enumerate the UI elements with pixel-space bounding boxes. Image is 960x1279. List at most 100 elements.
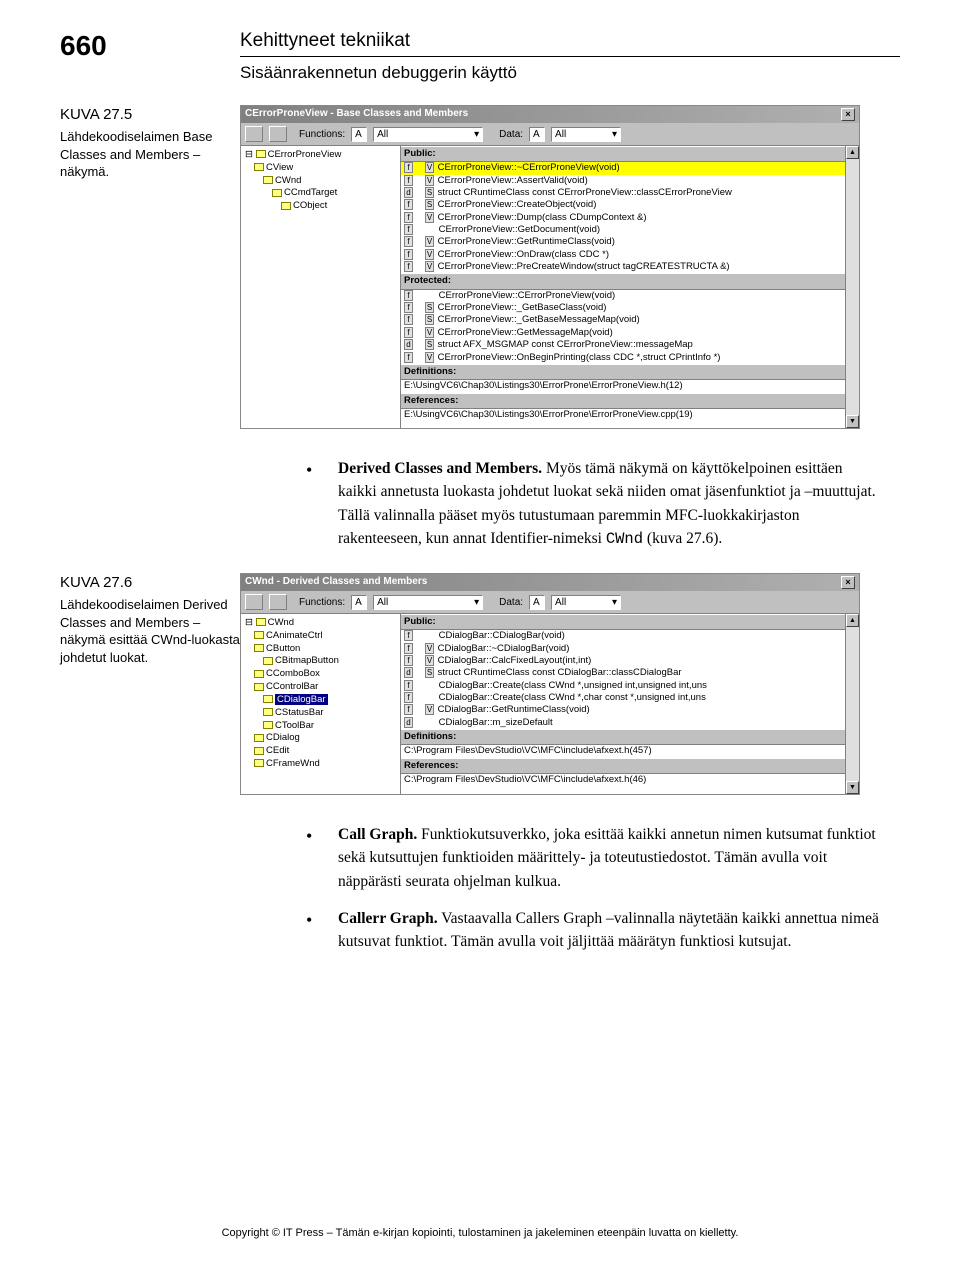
member-row[interactable]: fS CErrorProneView::_GetBaseMessageMap(v…	[401, 314, 845, 326]
close-icon[interactable]: ×	[841, 576, 855, 589]
section-header: References:	[401, 758, 845, 774]
tree-item[interactable]: CWnd	[245, 175, 396, 188]
source-browser-window: CWnd - Derived Classes and Members× Funct…	[240, 573, 860, 795]
member-row[interactable]: dS struct CRuntimeClass const CErrorPron…	[401, 187, 845, 199]
scroll-up-icon[interactable]: ▲	[846, 614, 859, 627]
functions-scope[interactable]: A	[351, 127, 367, 142]
functions-dropdown[interactable]: All ▾	[373, 595, 483, 610]
member-row[interactable]: fV CDialogBar::CalcFixedLayout(int,int)	[401, 655, 845, 667]
tree-item[interactable]: CDialogBar	[245, 694, 396, 707]
tree-item[interactable]: CView	[245, 162, 396, 175]
copyright-footer: Copyright © IT Press – Tämän e-kirjan ko…	[0, 1227, 960, 1239]
figure-text-1: Lähdekoodiselaimen Base Classes and Memb…	[60, 128, 240, 181]
functions-label: Functions:	[299, 597, 345, 608]
member-row[interactable]: fV CDialogBar::GetRuntimeClass(void)	[401, 704, 845, 716]
tree-item[interactable]: CAnimateCtrl	[245, 630, 396, 643]
folder-icon	[254, 631, 264, 639]
member-row[interactable]: f CDialogBar::CDialogBar(void)	[401, 630, 845, 642]
scroll-down-icon[interactable]: ▼	[846, 415, 859, 428]
figure-caption-2: KUVA 27.6 Lähdekoodiselaimen Derived Cla…	[60, 573, 240, 666]
vertical-scrollbar[interactable]: ▲▼	[845, 614, 859, 794]
member-row[interactable]: fV CErrorProneView::OnDraw(class CDC *)	[401, 249, 845, 261]
bullet-callergraph: • Callerr Graph. Vastaavalla Callers Gra…	[302, 907, 885, 954]
tree-item[interactable]: CObject	[245, 200, 396, 213]
member-row[interactable]: E:\UsingVC6\Chap30\Listings30\ErrorProne…	[401, 409, 845, 421]
data-scope[interactable]: A	[529, 595, 545, 610]
tree-item[interactable]: CEdit	[245, 745, 396, 758]
member-row[interactable]: f CDialogBar::Create(class CWnd *,unsign…	[401, 680, 845, 692]
member-row[interactable]: d CDialogBar::m_sizeDefault	[401, 717, 845, 729]
bullet-dot: •	[302, 907, 338, 954]
tree-item[interactable]: CStatusBar	[245, 707, 396, 720]
member-row[interactable]: f CDialogBar::Create(class CWnd *,char c…	[401, 692, 845, 704]
member-row[interactable]: C:\Program Files\DevStudio\VC\MFC\includ…	[401, 774, 845, 786]
folder-icon	[272, 189, 282, 197]
folder-icon	[254, 644, 264, 652]
tree-item[interactable]: ⊟ CWnd	[245, 617, 396, 630]
data-dropdown[interactable]: All ▾	[551, 595, 621, 610]
window-titlebar[interactable]: CErrorProneView - Base Classes and Membe…	[241, 106, 859, 123]
figure-label-2: KUVA 27.6	[60, 573, 240, 593]
member-row[interactable]: fS CErrorProneView::_GetBaseClass(void)	[401, 302, 845, 314]
folder-icon	[254, 747, 264, 755]
tree-item[interactable]: CDialog	[245, 732, 396, 745]
member-row[interactable]: E:\UsingVC6\Chap30\Listings30\ErrorProne…	[401, 380, 845, 392]
bullet-dot: •	[302, 457, 338, 551]
tree-item[interactable]: CToolBar	[245, 720, 396, 733]
help-icon[interactable]	[269, 126, 287, 142]
tree-item[interactable]: CCmdTarget	[245, 187, 396, 200]
member-list[interactable]: Public:f CDialogBar::CDialogBar(void)fV …	[401, 614, 845, 794]
functions-label: Functions:	[299, 129, 345, 140]
section-header: Definitions:	[401, 729, 845, 745]
tree-item[interactable]: CControlBar	[245, 681, 396, 694]
tree-item[interactable]: CBitmapButton	[245, 655, 396, 668]
functions-scope[interactable]: A	[351, 595, 367, 610]
class-tree[interactable]: ⊟ CWndCAnimateCtrlCButtonCBitmapButtonCC…	[241, 614, 401, 794]
functions-dropdown[interactable]: All ▾	[373, 127, 483, 142]
folder-icon	[263, 657, 273, 665]
member-row[interactable]: fS CErrorProneView::CreateObject(void)	[401, 199, 845, 211]
member-row[interactable]: fV CErrorProneView::AssertValid(void)	[401, 175, 845, 187]
class-tree[interactable]: ⊟ CErrorProneViewCViewCWndCCmdTargetCObj…	[241, 146, 401, 428]
bullet-callgraph: • Call Graph. Funktiokutsuverkko, joka e…	[302, 823, 885, 893]
tree-item[interactable]: CComboBox	[245, 668, 396, 681]
tree-item[interactable]: CButton	[245, 643, 396, 656]
folder-icon	[281, 202, 291, 210]
member-row[interactable]: fV CDialogBar::~CDialogBar(void)	[401, 643, 845, 655]
window-titlebar[interactable]: CWnd - Derived Classes and Members×	[241, 574, 859, 591]
member-row[interactable]: dS struct CRuntimeClass const CDialogBar…	[401, 667, 845, 679]
data-scope[interactable]: A	[529, 127, 545, 142]
member-row[interactable]: C:\Program Files\DevStudio\VC\MFC\includ…	[401, 745, 845, 757]
scroll-up-icon[interactable]: ▲	[846, 146, 859, 159]
member-row[interactable]: dS struct AFX_MSGMAP const CErrorProneVi…	[401, 339, 845, 351]
member-row[interactable]: fV CErrorProneView::PreCreateWindow(stru…	[401, 261, 845, 273]
data-label: Data:	[499, 597, 523, 608]
member-row[interactable]: f CErrorProneView::GetDocument(void)	[401, 224, 845, 236]
bullet2-text: Funktiokutsuverkko, joka esittää kaikki …	[338, 826, 876, 890]
member-row[interactable]: f CErrorProneView::CErrorProneView(void)	[401, 290, 845, 302]
data-dropdown[interactable]: All ▾	[551, 127, 621, 142]
member-list[interactable]: Public:fV CErrorProneView::~CErrorProneV…	[401, 146, 845, 428]
section-header: Public:	[401, 146, 845, 162]
nav-back-icon[interactable]	[245, 594, 263, 610]
scroll-down-icon[interactable]: ▼	[846, 781, 859, 794]
help-icon[interactable]	[269, 594, 287, 610]
bullet1-bold: Derived Classes and Members.	[338, 460, 542, 477]
header-rule	[240, 56, 900, 57]
member-row[interactable]: fV CErrorProneView::~CErrorProneView(voi…	[401, 162, 845, 174]
member-row[interactable]: fV CErrorProneView::GetMessageMap(void)	[401, 327, 845, 339]
tree-item[interactable]: ⊟ CErrorProneView	[245, 149, 396, 162]
folder-icon	[254, 163, 264, 171]
tree-item[interactable]: CFrameWnd	[245, 758, 396, 771]
member-row[interactable]: fV CErrorProneView::OnBeginPrinting(clas…	[401, 352, 845, 364]
member-row[interactable]: fV CErrorProneView::GetRuntimeClass(void…	[401, 236, 845, 248]
member-row[interactable]: fV CErrorProneView::Dump(class CDumpCont…	[401, 212, 845, 224]
data-label: Data:	[499, 129, 523, 140]
vertical-scrollbar[interactable]: ▲▼	[845, 146, 859, 428]
folder-icon	[254, 734, 264, 742]
close-icon[interactable]: ×	[841, 108, 855, 121]
section-header: Protected:	[401, 273, 845, 289]
folder-icon	[254, 670, 264, 678]
nav-back-icon[interactable]	[245, 126, 263, 142]
bullet1-tail: (kuva 27.6).	[643, 530, 722, 547]
